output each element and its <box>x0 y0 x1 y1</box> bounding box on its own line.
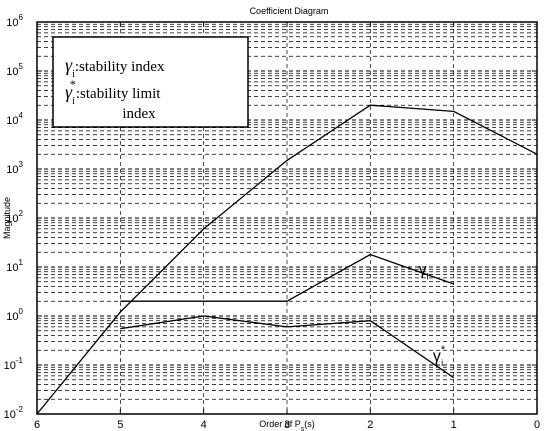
x-tick-label: 2 <box>367 419 373 431</box>
annotation-symbol: γ <box>433 348 441 365</box>
legend-entry-stability-limit-index: γi *:stability limit <box>65 77 161 107</box>
y-tick-base: 10 <box>6 213 18 225</box>
y-tick-label: 10-2 <box>4 405 24 421</box>
y-axis-label: Magnitude <box>2 197 12 239</box>
y-tick-base: 10 <box>6 17 18 29</box>
x-axis-label-sub: s <box>301 426 305 431</box>
annotation-symbol: γ <box>419 262 427 279</box>
y-tick-exponent: 2 <box>19 209 24 218</box>
legend-text: :stability index <box>75 59 165 75</box>
series-line-2 <box>120 253 454 302</box>
y-tick-exponent: 0 <box>19 307 24 316</box>
y-tick-exponent: -1 <box>16 356 24 365</box>
series-line-1 <box>36 104 538 415</box>
legend: γi:stability index γi*:stability limit i… <box>52 36 249 128</box>
x-tick-label: 1 <box>451 419 457 431</box>
x-tick-label: 0 <box>534 419 540 431</box>
y-tick-label: 104 <box>6 111 23 127</box>
y-tick-base: 10 <box>6 164 18 176</box>
y-tick-exponent: 1 <box>19 258 24 267</box>
y-tick-label: 100 <box>6 307 23 323</box>
legend-entry-stability-limit-index-line2: index <box>122 106 156 122</box>
y-tick-label: 106 <box>6 13 23 29</box>
series-line-3 <box>120 315 455 379</box>
y-tick-base: 10 <box>6 262 18 274</box>
x-tick-label: 6 <box>34 419 40 431</box>
y-tick-exponent: -2 <box>16 405 24 414</box>
y-tick-exponent: 3 <box>19 160 24 169</box>
x-tick-label: 4 <box>201 419 207 431</box>
x-tick-label: 5 <box>117 419 123 431</box>
x-axis-label-main: Order of P <box>259 419 301 429</box>
y-tick-base: 10 <box>4 360 16 372</box>
legend-text: :stability limit <box>76 86 161 102</box>
legend-symbol-sub: i <box>72 96 75 107</box>
y-tick-exponent: 5 <box>19 62 24 71</box>
y-tick-base: 10 <box>6 311 18 323</box>
annotation-superscript: * <box>441 344 446 356</box>
y-tick-exponent: 4 <box>19 111 24 120</box>
series-lines <box>36 104 538 415</box>
y-tick-label: 10-1 <box>4 356 24 372</box>
y-tick-label: 103 <box>6 160 23 176</box>
legend-symbol-sub: i <box>72 69 75 80</box>
y-tick-label: 105 <box>6 62 23 78</box>
x-tick-label: 3 <box>284 419 290 431</box>
annotation-subscript: i <box>427 272 429 282</box>
annotation-subscript: i <box>441 358 443 368</box>
y-tick-base: 10 <box>6 66 18 78</box>
series-annotations: γiγ* i <box>419 262 446 369</box>
y-tick-label: 101 <box>6 258 23 274</box>
y-tick-exponent: 6 <box>19 13 24 22</box>
legend-symbol-sup: * <box>70 77 76 91</box>
grid-lines <box>37 22 537 415</box>
chart-title: Coefficient Diagram <box>250 6 329 16</box>
legend-entry-stability-index: γi:stability index <box>65 55 165 80</box>
legend-symbol: γ <box>65 82 73 102</box>
y-tick-base: 10 <box>6 115 18 127</box>
series-annotation-2: γ* i <box>433 344 446 368</box>
legend-symbol: γ <box>65 55 73 75</box>
legend-box <box>52 36 249 128</box>
y-tick-label: 102 <box>6 209 23 225</box>
y-tick-base: 10 <box>4 409 16 421</box>
x-axis-label: Order of Ps(s) <box>259 419 315 431</box>
x-axis-label-tail: (s) <box>304 419 315 429</box>
series-annotation-1: γi <box>419 262 429 282</box>
